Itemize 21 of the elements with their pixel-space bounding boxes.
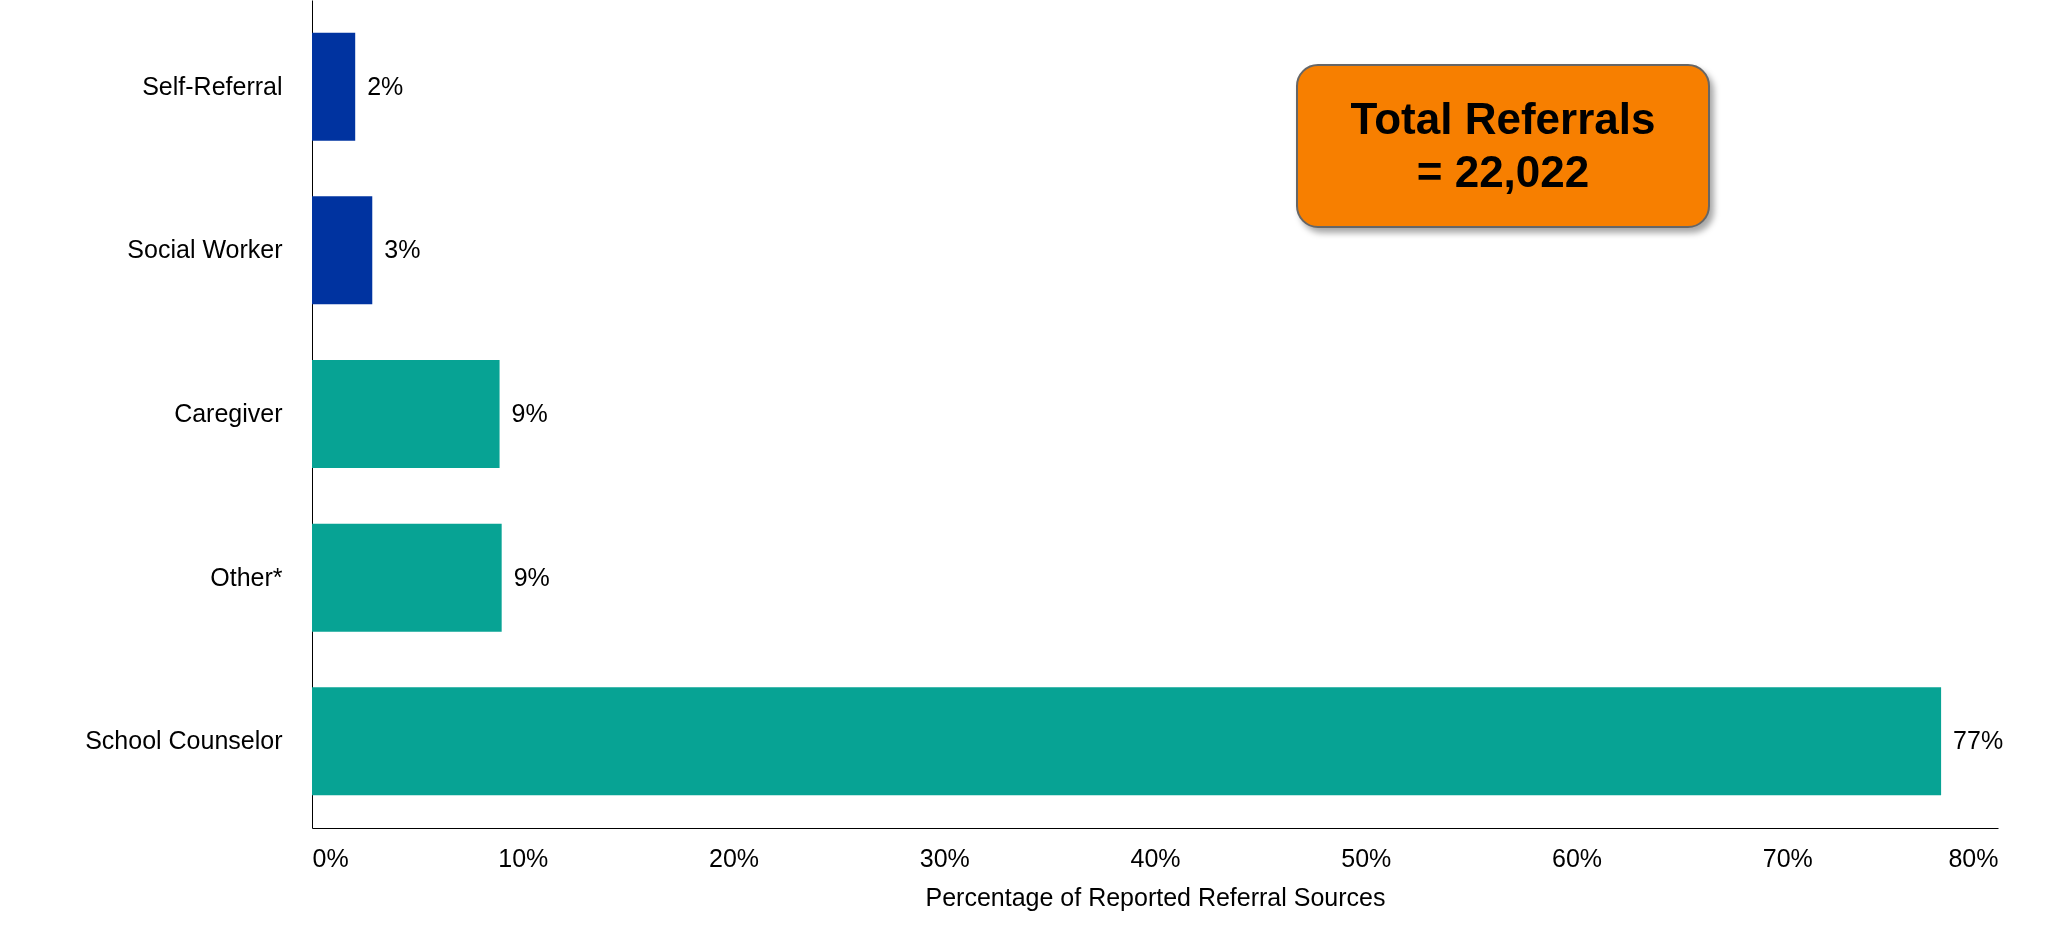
y-tick-label: Caregiver	[174, 399, 283, 427]
data-label: 9%	[513, 562, 550, 591]
data-label: 9%	[511, 399, 548, 427]
x-tick-label: 20%	[708, 843, 760, 872]
x-axis-title: Percentage of Reported Referral Sources	[925, 882, 1386, 911]
x-tick-label: 10%	[498, 843, 549, 872]
y-tick-label: School Counselor	[85, 726, 283, 755]
x-tick-label: 0%	[312, 843, 349, 872]
y-tick-label: Other*	[210, 562, 283, 591]
x-tick-label: 80%	[1948, 843, 1999, 872]
y-tick-label: Self-Referral	[142, 71, 283, 100]
annotation: Total Referrals = 22,022	[1296, 64, 1710, 228]
x-tick-label: 40%	[1130, 843, 1181, 872]
x-tick-label: 50%	[1341, 843, 1392, 872]
data-label: 77%	[1953, 726, 2004, 755]
x-tick-label: 30%	[919, 843, 970, 872]
data-label: 3%	[384, 235, 421, 264]
data-label: 2%	[367, 71, 404, 100]
x-tick-label: 60%	[1551, 843, 1603, 872]
y-tick-label: Social Worker	[127, 235, 283, 264]
x-tick-label: 70%	[1762, 843, 1813, 872]
